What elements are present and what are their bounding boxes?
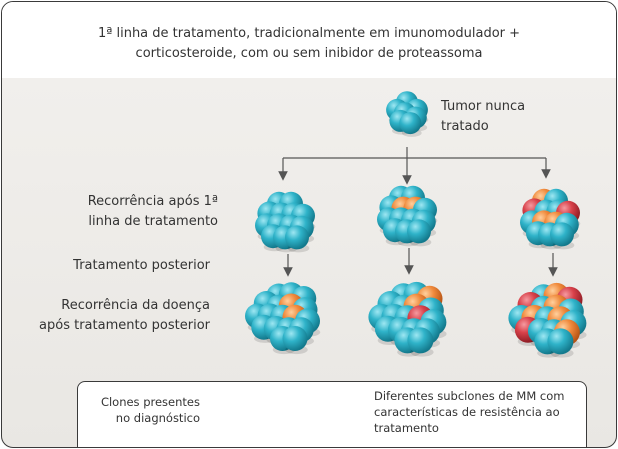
cluster-later-1 <box>245 282 321 355</box>
legend-box: Clones presentes no diagnóstico Diferent… <box>77 381 587 447</box>
teal-cell <box>407 327 434 354</box>
teal-cell <box>550 222 574 247</box>
label-first-recurrence: Recorrência após 1ª linha de tratamento <box>87 194 218 229</box>
legend-diagnosis-label: Clones presentes no diagnóstico <box>100 395 200 425</box>
arrows <box>278 147 558 277</box>
teal-cell <box>285 225 309 250</box>
label-untreated-tumor: Tumor nunca tratado <box>441 99 526 134</box>
cluster-recurrence-2 <box>377 185 438 247</box>
teal-cell <box>407 219 431 244</box>
cluster-later-2 <box>368 281 447 357</box>
cluster-later-3 <box>508 282 587 358</box>
figure-title: 1ª linha de tratamento, tradicionalmente… <box>97 26 521 61</box>
teal-cell <box>282 326 308 351</box>
label-later-treatment: Tratamento posterior <box>73 258 210 273</box>
cluster-recurrence-3 <box>520 188 581 250</box>
teal-cell <box>547 328 574 355</box>
legend-resistant-label: Diferentes subclones de MM com caracterí… <box>374 389 565 435</box>
header-band <box>2 2 616 78</box>
cell-clusters <box>206 91 587 429</box>
cluster-untreated <box>386 91 429 137</box>
teal-cell <box>399 112 422 135</box>
label-later-recurrence: Recorrência da doença após tratamento po… <box>39 298 210 333</box>
cluster-recurrence-1 <box>255 191 316 253</box>
